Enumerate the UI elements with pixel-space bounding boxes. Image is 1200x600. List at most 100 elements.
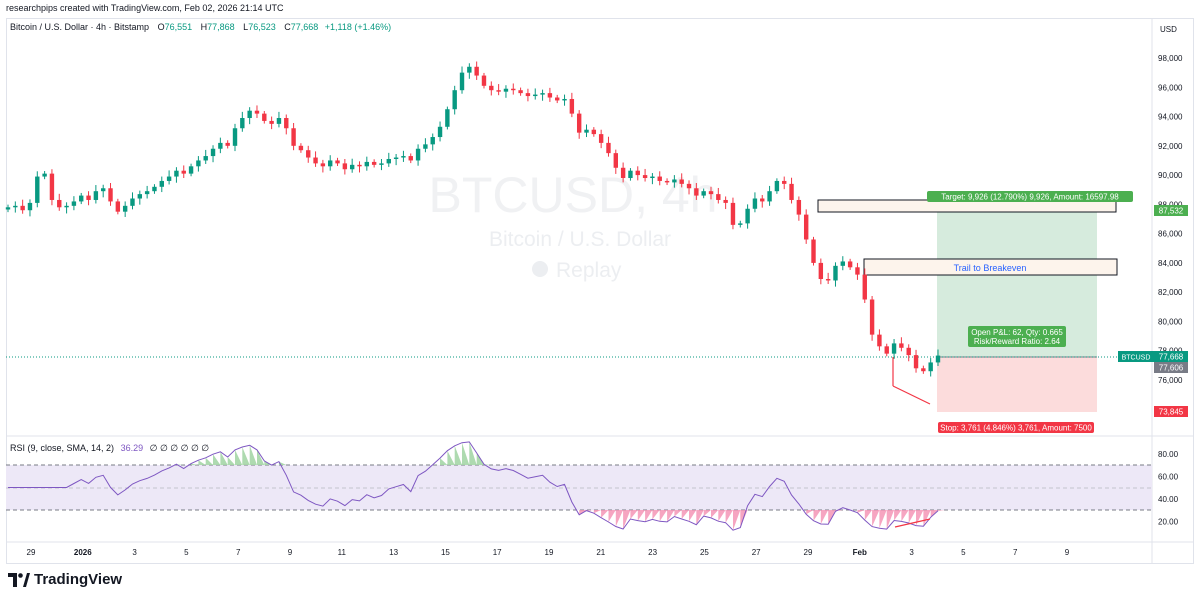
symbol-tag: BTCUSD: [1122, 355, 1151, 362]
candle: [379, 158, 384, 171]
secondary-price-tag: 77,606: [1159, 364, 1184, 373]
candle: [774, 178, 780, 194]
candle: [137, 190, 143, 205]
candle: [928, 358, 933, 377]
candle: [349, 158, 355, 173]
candle: [474, 61, 479, 80]
candle: [503, 85, 509, 98]
target-price-tag: 87,532: [1159, 207, 1184, 216]
candle: [847, 258, 853, 270]
candle: [313, 151, 318, 167]
candle: [218, 137, 223, 154]
candle: [789, 177, 794, 204]
stop-label-bg: [938, 422, 1094, 433]
tradingview-logo[interactable]: TradingView: [8, 571, 122, 588]
candle: [811, 236, 816, 266]
candle: [899, 337, 904, 352]
candle: [203, 149, 208, 164]
candle: [686, 180, 692, 195]
last-price-tag-bg: [1154, 351, 1188, 362]
candle: [598, 129, 604, 149]
price-axis[interactable]: USD 98,000 96,000 94,000 92,000 90,000 88,000…: [1158, 25, 1183, 385]
price-tick: 84,000: [1158, 259, 1183, 268]
time-tick: 29: [804, 548, 813, 557]
target-label-bg: [927, 191, 1133, 202]
candle: [5, 204, 11, 213]
stop-zone[interactable]: [937, 357, 1097, 412]
trail-box[interactable]: [863, 258, 1118, 276]
candle: [42, 170, 47, 180]
candle: [210, 145, 216, 163]
candle: [437, 121, 443, 142]
low-label: L: [243, 22, 249, 32]
candle: [562, 94, 567, 106]
candle: [576, 110, 582, 139]
time-tick: 9: [288, 548, 293, 557]
candle: [664, 178, 670, 186]
close-label: C: [284, 22, 291, 32]
price-tick: 80,000: [1158, 317, 1183, 326]
candle: [716, 187, 721, 204]
candle: [642, 168, 648, 182]
stop-label: Stop: 3,761 (4.846%) 3,761, Amount: 7500: [940, 424, 1092, 433]
change-value: +1,118 (+1.46%): [324, 22, 392, 32]
price-tick: 76,000: [1158, 376, 1183, 385]
candle: [115, 198, 121, 215]
candle: [159, 176, 164, 193]
time-tick: 2026: [74, 548, 92, 557]
candle: [144, 185, 150, 199]
candle: [620, 162, 626, 183]
candles-layer: [5, 61, 941, 377]
candle: [181, 165, 186, 179]
price-tick: 86,000: [1158, 230, 1183, 239]
candle: [269, 116, 274, 130]
candle: [298, 143, 304, 153]
time-tick: 5: [184, 548, 189, 557]
candle: [86, 191, 91, 206]
trail-label: Trail to Breakeven: [954, 263, 1027, 273]
candle: [679, 173, 684, 188]
price-tick: 96,000: [1158, 83, 1183, 92]
time-tick: Feb: [853, 548, 867, 557]
candle: [130, 192, 135, 210]
time-tick: 3: [132, 548, 137, 557]
pnl-label-bg: [968, 326, 1066, 347]
candle: [533, 88, 538, 100]
chart-credit: researchpips created with TradingView.co…: [6, 3, 284, 13]
time-tick: 5: [961, 548, 966, 557]
candle: [152, 184, 157, 194]
symbol-legend[interactable]: Bitcoin / U.S. Dollar · 4h · Bitstamp O 7…: [10, 22, 391, 32]
low-value: 76,523: [248, 22, 276, 32]
rsi-tick: 20.00: [1158, 517, 1179, 526]
time-axis[interactable]: 29 2026 3 5 7 9 11 13 15 17 19 21 23 25 27 29 Feb 3 5 7 9: [27, 548, 1070, 557]
candle: [884, 343, 889, 357]
time-tick: 13: [389, 548, 398, 557]
replay-icon: [532, 261, 548, 277]
candle: [525, 88, 531, 102]
rsi-axis[interactable]: 80.00 60.00 40.00 20.00: [1158, 450, 1179, 527]
watermark-replay: Replay: [556, 259, 622, 282]
candle: [93, 185, 99, 204]
open-label: O: [157, 22, 165, 32]
symbol-name[interactable]: Bitcoin / U.S. Dollar · 4h · Bitstamp: [10, 22, 150, 32]
candle: [254, 105, 260, 119]
candle: [833, 262, 838, 287]
close-value: 77,668: [290, 22, 319, 32]
price-tick: 92,000: [1158, 142, 1183, 151]
divergence-line-rsi: [894, 518, 931, 528]
price-tick: 90,000: [1158, 171, 1183, 180]
candle: [730, 197, 736, 230]
candle: [672, 175, 677, 188]
rsi-legend[interactable]: RSI (9, close, SMA, 14, 2) 36.29 ∅ ∅ ∅ ∅…: [10, 443, 209, 454]
time-tick: 27: [752, 548, 761, 557]
rsi-label[interactable]: RSI (9, close, SMA, 14, 2): [10, 443, 115, 453]
candle: [57, 193, 62, 211]
candle: [518, 87, 523, 96]
high-value: 77,868: [207, 22, 235, 32]
stop-price-tag: 73,845: [1159, 408, 1184, 417]
rsi-line: [8, 441, 939, 531]
time-tick: 29: [27, 548, 36, 557]
price-tick: 82,000: [1158, 288, 1183, 297]
time-tick: 23: [648, 548, 657, 557]
